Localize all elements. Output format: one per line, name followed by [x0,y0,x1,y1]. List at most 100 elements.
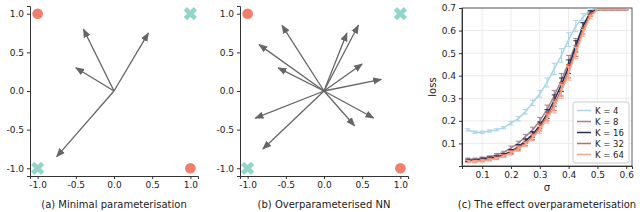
error-bar-cap [566,32,571,33]
axis: 0.10.20.30.40.50.6 [463,166,635,180]
vector [282,25,324,91]
tick: 0.5 [591,166,605,180]
tick: 1.0 [10,9,30,19]
plot-area [465,8,628,162]
tick: -0.5 [278,176,296,190]
point [395,163,406,174]
error-bar-cap [530,135,535,136]
plot-area [240,6,408,176]
line [468,10,626,162]
error-bar-cap [581,36,586,37]
figure: -1.0-0.50.00.51.0-1.0-0.50.00.51.0(a) Mi… [0,0,640,212]
error-bar-cap [487,129,492,130]
error-bar [566,33,571,47]
error-bar-cap [624,9,629,10]
error-bar-cap [609,9,614,10]
error-bar [595,9,600,10]
tick-label: 0.4 [442,71,457,81]
error-bar-stem [554,63,555,74]
error-bar-cap [523,109,528,110]
error-bar-stem [554,102,555,113]
error-bar [617,9,622,10]
axis: -1.0-0.50.00.51.0 [216,7,240,177]
error-bar-cap [487,158,492,159]
error-bar-cap [480,159,485,160]
error-bar-cap [545,105,550,106]
tick: 0.5 [356,176,370,190]
tick-label: 0.5 [591,170,605,180]
error-bar-cap [588,18,593,19]
error-bar-cap [581,29,586,30]
error-bar [624,9,629,10]
error-bar-cap [624,9,629,10]
error-bar-stem [525,142,526,147]
error-bar [595,9,600,10]
error-bar [595,9,600,10]
tick-label: 0.4 [562,170,577,180]
error-bar-cap [602,9,607,10]
error-bar-cap [624,9,629,10]
error-bar-cap [494,159,499,160]
error-bar-cap [573,47,578,48]
error-bar-cap [487,132,492,133]
error-bar-cap [581,22,586,23]
tick-mark [152,176,153,179]
legend-label: K = 32 [595,139,624,149]
error-bar-cap [617,9,622,10]
line [468,10,626,133]
error-bar-cap [595,9,600,10]
error-bar-cap [624,9,629,10]
tick-mark [459,53,462,54]
error-bar-stem [590,15,591,19]
error-bar-cap [545,77,550,78]
error-bar-cap [552,101,557,102]
error-bar-cap [501,155,506,156]
error-bar [523,134,528,139]
point [30,158,48,176]
line [468,10,626,161]
error-bar [487,157,492,159]
legend-swatch [577,154,591,156]
line [468,10,626,160]
error-bar [545,114,550,123]
tick-mark [511,166,512,169]
error-bar [501,155,506,157]
tick: 0.0 [220,86,240,96]
error-bar-cap [480,133,485,134]
error-bar-cap [501,151,506,152]
tick: 0.6 [620,166,635,180]
tick-label: -1.0 [29,180,47,190]
error-bar-cap [537,121,542,122]
error-bar [508,121,513,125]
error-bar-cap [573,45,578,46]
error-bar [595,9,600,10]
error-bar-cap [516,146,521,147]
error-bar-cap [552,99,557,100]
legend-swatch [577,121,591,123]
tick-label: 0.3 [533,170,547,180]
error-bar-cap [508,151,513,152]
point [180,6,198,24]
error-bar [523,142,528,147]
line [468,10,626,162]
tick: 0.6 [442,26,462,36]
tick-label: 0.5 [10,48,24,58]
error-bar [617,9,622,10]
error-bar-cap [487,155,492,156]
grid [462,8,632,166]
error-bar [530,127,535,132]
error-bar [559,85,564,99]
tick-label: 0.3 [442,94,456,104]
point [242,8,253,19]
error-bar-cap [465,128,470,129]
caption: (a) Minimal parameterisation [41,199,187,210]
tick: 0.3 [533,166,547,180]
error-bar-cap [465,158,470,159]
tick-mark [459,98,462,99]
legend-label: K = 4 [595,106,619,116]
error-bar-cap [508,121,513,122]
axis: -1.0-0.50.00.51.0 [6,7,30,177]
axis: -1.0-0.50.00.51.0 [29,176,198,190]
error-bar-cap [588,15,593,16]
error-bar-cap [595,9,600,10]
